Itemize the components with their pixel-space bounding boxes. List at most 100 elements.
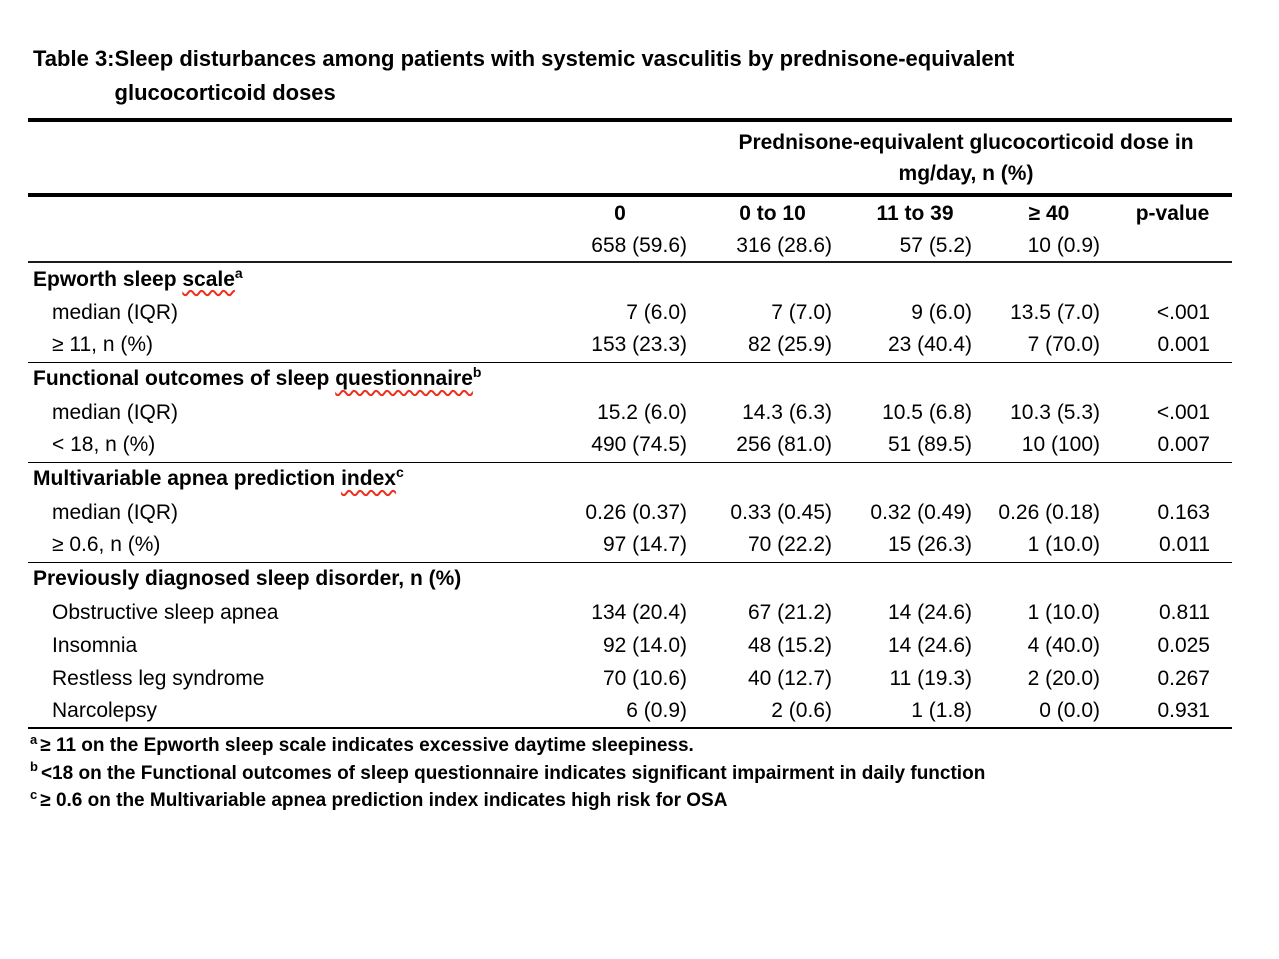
row-label: ≥ 0.6, n (%) — [28, 529, 540, 563]
section-title-text: Previously diagnosed sleep disorder, n (… — [33, 567, 462, 591]
row-label: Obstructive sleep apnea — [52, 600, 279, 624]
row-label: Insomnia — [52, 633, 138, 657]
spellcheck-underlined-word: index — [341, 467, 396, 491]
value-cell: 7 (70.0) — [985, 329, 1113, 363]
value-cell: 14.3 (6.3) — [742, 400, 832, 424]
table-row: Restless leg syndrome 70 (10.6) 40 (12.7) 1… — [28, 662, 1232, 695]
row-label: < 18, n (%) — [28, 429, 540, 463]
footnote-marker: a — [234, 264, 243, 281]
section-title: Previously diagnosed sleep disorder, n (… — [28, 562, 1232, 596]
section-title-text: Functional outcomes of sleep — [33, 367, 336, 391]
span-header-cell: Prednisone-equivalent glucocorticoid dos… — [540, 120, 1232, 197]
pvalue-cell: <.001 — [1156, 300, 1210, 324]
value-cell: 51 (89.5) — [845, 429, 985, 463]
section-title: Epworth sleep scalea — [28, 262, 1232, 296]
table-row: < 18, n (%) 490 (74.5) 256 (81.0) 51 (89.5)… — [28, 429, 1232, 463]
value-cell: 11 (19.3) — [889, 666, 973, 690]
column-n-1: 316 (28.6) — [700, 231, 845, 263]
column-header-3: ≥ 40 — [1028, 202, 1070, 225]
column-n-4 — [1113, 231, 1232, 263]
row-label: Restless leg syndrome — [52, 666, 265, 690]
value-cell: 2 (0.6) — [700, 695, 845, 729]
footnote-a: a ≥ 11 on the Epworth sleep scale indicat… — [30, 732, 985, 760]
value-cell: 10 (100) — [985, 429, 1113, 463]
value-cell: 9 (6.0) — [911, 300, 972, 324]
section-title: Functional outcomes of sleep questionnai… — [28, 362, 1232, 396]
pvalue-cell: 0.011 — [1113, 529, 1232, 563]
footnote-text: <18 on the Functional outcomes of sleep … — [40, 762, 986, 784]
table-row: median (IQR) 0.26 (0.37) 0.33 (0.45) 0.32 (… — [28, 496, 1232, 529]
table-row: Insomnia 92 (14.0) 48 (15.2) 14 (24.6) 4 (40… — [28, 629, 1232, 662]
column-header-4: p-value — [1135, 202, 1210, 225]
section-title-row: Previously diagnosed sleep disorder, n (… — [28, 562, 1232, 596]
value-cell: 0.33 (0.45) — [730, 500, 832, 524]
footnote-text: ≥ 11 on the Epworth sleep scale indicate… — [40, 735, 694, 756]
row-label-spacer — [28, 231, 540, 263]
value-cell: 70 (22.2) — [700, 529, 845, 563]
table-caption-text: Sleep disturbances among patients with s… — [115, 42, 1015, 110]
footnote-marker: a — [30, 731, 38, 747]
pvalue-cell: 0.025 — [1157, 633, 1210, 657]
corner-cell — [28, 120, 540, 197]
column-header-1: 0 to 10 — [739, 202, 806, 225]
footnote-marker: c — [395, 464, 404, 481]
footnotes: a ≥ 11 on the Epworth sleep scale indicat… — [30, 732, 985, 815]
table-caption-number: Table 3: — [33, 46, 115, 71]
table-row: ≥ 11, n (%) 153 (23.3) 82 (25.9) 23 (40.4) 7… — [28, 329, 1232, 363]
row-label: median (IQR) — [52, 300, 179, 324]
value-cell: 134 (20.4) — [591, 600, 687, 624]
row-label: Narcolepsy — [28, 695, 540, 729]
section-title-text: Multivariable apnea prediction — [33, 467, 342, 491]
value-cell: 10.3 (5.3) — [1010, 400, 1100, 424]
value-cell: 70 (10.6) — [602, 666, 687, 690]
value-cell: 0 (0.0) — [985, 695, 1113, 729]
footnote-b: b <18 on the Functional outcomes of sleep… — [30, 760, 985, 788]
pvalue-cell: 0.163 — [1157, 500, 1210, 524]
column-n-0: 658 (59.6) — [540, 231, 700, 263]
section-title-row: Epworth sleep scalea — [28, 262, 1232, 296]
section-title-row: Functional outcomes of sleep questionnai… — [28, 362, 1232, 396]
footnote-marker: b — [30, 759, 38, 775]
value-cell: 6 (0.9) — [540, 695, 700, 729]
table-caption-line2: glucocorticoid doses — [114, 80, 336, 105]
value-cell: 15.2 (6.0) — [597, 400, 687, 424]
pvalue-cell: 0.931 — [1113, 695, 1232, 729]
footnote-text: ≥ 0.6 on the Multivariable apnea predict… — [40, 790, 728, 811]
row-label: median (IQR) — [52, 500, 179, 524]
value-cell: 14 (24.6) — [887, 633, 972, 657]
span-header-row: Prednisone-equivalent glucocorticoid dos… — [28, 120, 1232, 197]
value-cell: 1 (10.0) — [985, 529, 1113, 563]
pvalue-cell: 0.001 — [1113, 329, 1232, 363]
table-body: Epworth sleep scalea median (IQR) 7 (6.0) 7… — [28, 262, 1232, 729]
value-cell: 48 (15.2) — [747, 633, 832, 657]
pvalue-cell: 0.811 — [1159, 600, 1210, 624]
footnote-marker: b — [472, 364, 482, 381]
pvalue-cell: 0.267 — [1157, 666, 1210, 690]
table-row: Narcolepsy 6 (0.9) 2 (0.6) 1 (1.8) 0 (0.0) 0.… — [28, 695, 1232, 729]
value-cell: 4 (40.0) — [1027, 633, 1100, 657]
table-caption-line1: Sleep disturbances among patients with s… — [114, 46, 1015, 71]
table-row: median (IQR) 15.2 (6.0) 14.3 (6.3) 10.5 (6.… — [28, 396, 1232, 429]
row-label: median (IQR) — [52, 400, 179, 424]
value-cell: 82 (25.9) — [700, 329, 845, 363]
column-header-2: 11 to 39 — [876, 202, 954, 225]
spellcheck-underlined-word: scale — [182, 267, 235, 291]
value-cell: 7 (6.0) — [626, 300, 687, 324]
pvalue-cell: 0.007 — [1113, 429, 1232, 463]
table-caption: Table 3: Sleep disturbances among patient… — [33, 42, 1014, 110]
pvalue-cell: <.001 — [1156, 400, 1210, 424]
value-cell: 490 (74.5) — [540, 429, 700, 463]
span-header-line2: mg/day, n (%) — [898, 162, 1034, 185]
spellcheck-underlined-word: questionnaire — [335, 367, 473, 391]
column-header-0: 0 — [614, 202, 626, 225]
value-cell: 23 (40.4) — [845, 329, 985, 363]
value-cell: 92 (14.0) — [602, 633, 687, 657]
row-label: ≥ 11, n (%) — [28, 329, 540, 363]
value-cell: 0.32 (0.49) — [870, 500, 972, 524]
table-row: ≥ 0.6, n (%) 97 (14.7) 70 (22.2) 15 (26.3) 1… — [28, 529, 1232, 563]
value-cell: 7 (7.0) — [771, 300, 832, 324]
value-cell: 97 (14.7) — [540, 529, 700, 563]
row-label-spacer — [28, 195, 540, 231]
value-cell: 10.5 (6.8) — [882, 400, 972, 424]
column-n-row: 658 (59.6) 316 (28.6) 57 (5.2) 10 (0.9) — [28, 231, 1232, 263]
